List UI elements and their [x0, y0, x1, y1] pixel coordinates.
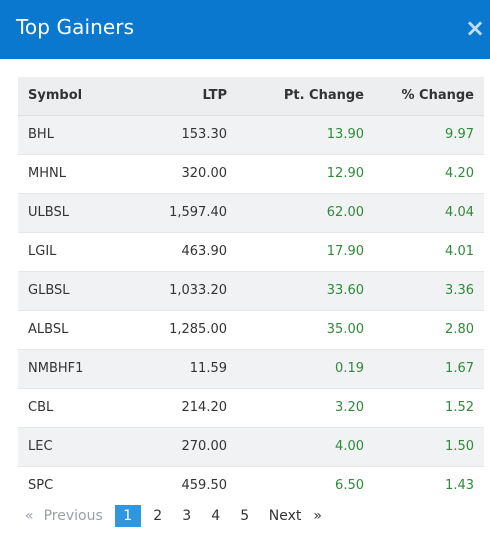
cell-pct-change: 4.01 — [366, 231, 484, 271]
cell-ltp: 463.90 — [125, 231, 229, 271]
column-header-pt-change[interactable]: Pt. Change — [229, 77, 366, 116]
table-row[interactable]: MHNL 320.00 12.90 4.20 — [18, 153, 484, 193]
table-header-row: Symbol LTP Pt. Change % Change — [18, 77, 484, 116]
page-button-5[interactable]: 5 — [240, 508, 250, 524]
cell-pct-change: 1.50 — [366, 426, 484, 466]
cell-symbol: NMBHF1 — [18, 348, 125, 388]
cell-ltp: 320.00 — [125, 153, 229, 193]
cell-ltp: 11.59 — [125, 348, 229, 388]
modal-title: Top Gainers — [16, 15, 135, 39]
gainers-table: Symbol LTP Pt. Change % Change BHL 153.3… — [18, 77, 484, 505]
column-header-pct-change[interactable]: % Change — [366, 77, 484, 116]
cell-symbol: ULBSL — [18, 192, 125, 232]
table-row[interactable]: GLBSL 1,033.20 33.60 3.36 — [18, 270, 484, 310]
cell-pct-change: 1.67 — [366, 348, 484, 388]
next-page-button[interactable]: Next — [268, 508, 302, 524]
table-row[interactable]: NMBHF1 11.59 0.19 1.67 — [18, 348, 484, 388]
cell-pct-change: 1.52 — [366, 387, 484, 427]
modal-header: Top Gainers × — [0, 0, 490, 59]
cell-pt-change: 35.00 — [229, 309, 366, 349]
cell-symbol: MHNL — [18, 153, 125, 193]
cell-symbol: CBL — [18, 387, 125, 427]
previous-chevron-icon: « — [25, 508, 34, 524]
table-row[interactable]: LEC 270.00 4.00 1.50 — [18, 426, 484, 466]
cell-pct-change: 4.20 — [366, 153, 484, 193]
table-row[interactable]: CBL 214.20 3.20 1.52 — [18, 387, 484, 427]
cell-pt-change: 6.50 — [229, 465, 366, 505]
cell-pt-change: 3.20 — [229, 387, 366, 427]
pagination: « Previous 1 2 3 4 5 Next » — [25, 505, 322, 527]
cell-pct-change: 9.97 — [366, 114, 484, 154]
cell-ltp: 214.20 — [125, 387, 229, 427]
cell-pct-change: 2.80 — [366, 309, 484, 349]
cell-symbol: SPC — [18, 465, 125, 505]
cell-ltp: 153.30 — [125, 114, 229, 154]
cell-ltp: 459.50 — [125, 465, 229, 505]
cell-pct-change: 1.43 — [366, 465, 484, 505]
column-header-ltp[interactable]: LTP — [125, 77, 229, 116]
page-button-4[interactable]: 4 — [211, 508, 221, 524]
table-row[interactable]: LGIL 463.90 17.90 4.01 — [18, 231, 484, 271]
cell-symbol: LGIL — [18, 231, 125, 271]
cell-pt-change: 4.00 — [229, 426, 366, 466]
cell-ltp: 1,033.20 — [125, 270, 229, 310]
cell-pt-change: 0.19 — [229, 348, 366, 388]
cell-symbol: BHL — [18, 114, 125, 154]
cell-ltp: 270.00 — [125, 426, 229, 466]
cell-symbol: LEC — [18, 426, 125, 466]
close-icon[interactable]: × — [465, 14, 486, 42]
table-row[interactable]: ULBSL 1,597.40 62.00 4.04 — [18, 192, 484, 232]
cell-ltp: 1,597.40 — [125, 192, 229, 232]
page-button-3[interactable]: 3 — [182, 508, 192, 524]
page-button-2[interactable]: 2 — [153, 508, 163, 524]
table-row[interactable]: SPC 459.50 6.50 1.43 — [18, 465, 484, 505]
cell-ltp: 1,285.00 — [125, 309, 229, 349]
cell-pt-change: 13.90 — [229, 114, 366, 154]
table-row[interactable]: BHL 153.30 13.90 9.97 — [18, 114, 484, 154]
column-header-symbol[interactable]: Symbol — [18, 77, 125, 116]
cell-pct-change: 3.36 — [366, 270, 484, 310]
cell-pct-change: 4.04 — [366, 192, 484, 232]
cell-symbol: ALBSL — [18, 309, 125, 349]
next-chevron-icon: » — [313, 508, 322, 524]
previous-page-button[interactable]: Previous — [43, 508, 103, 524]
cell-pt-change: 12.90 — [229, 153, 366, 193]
cell-pt-change: 17.90 — [229, 231, 366, 271]
cell-pt-change: 62.00 — [229, 192, 366, 232]
cell-pt-change: 33.60 — [229, 270, 366, 310]
table-row[interactable]: ALBSL 1,285.00 35.00 2.80 — [18, 309, 484, 349]
gainers-table-container: Symbol LTP Pt. Change % Change BHL 153.3… — [18, 77, 484, 505]
cell-symbol: GLBSL — [18, 270, 125, 310]
page-button-1[interactable]: 1 — [114, 505, 141, 527]
